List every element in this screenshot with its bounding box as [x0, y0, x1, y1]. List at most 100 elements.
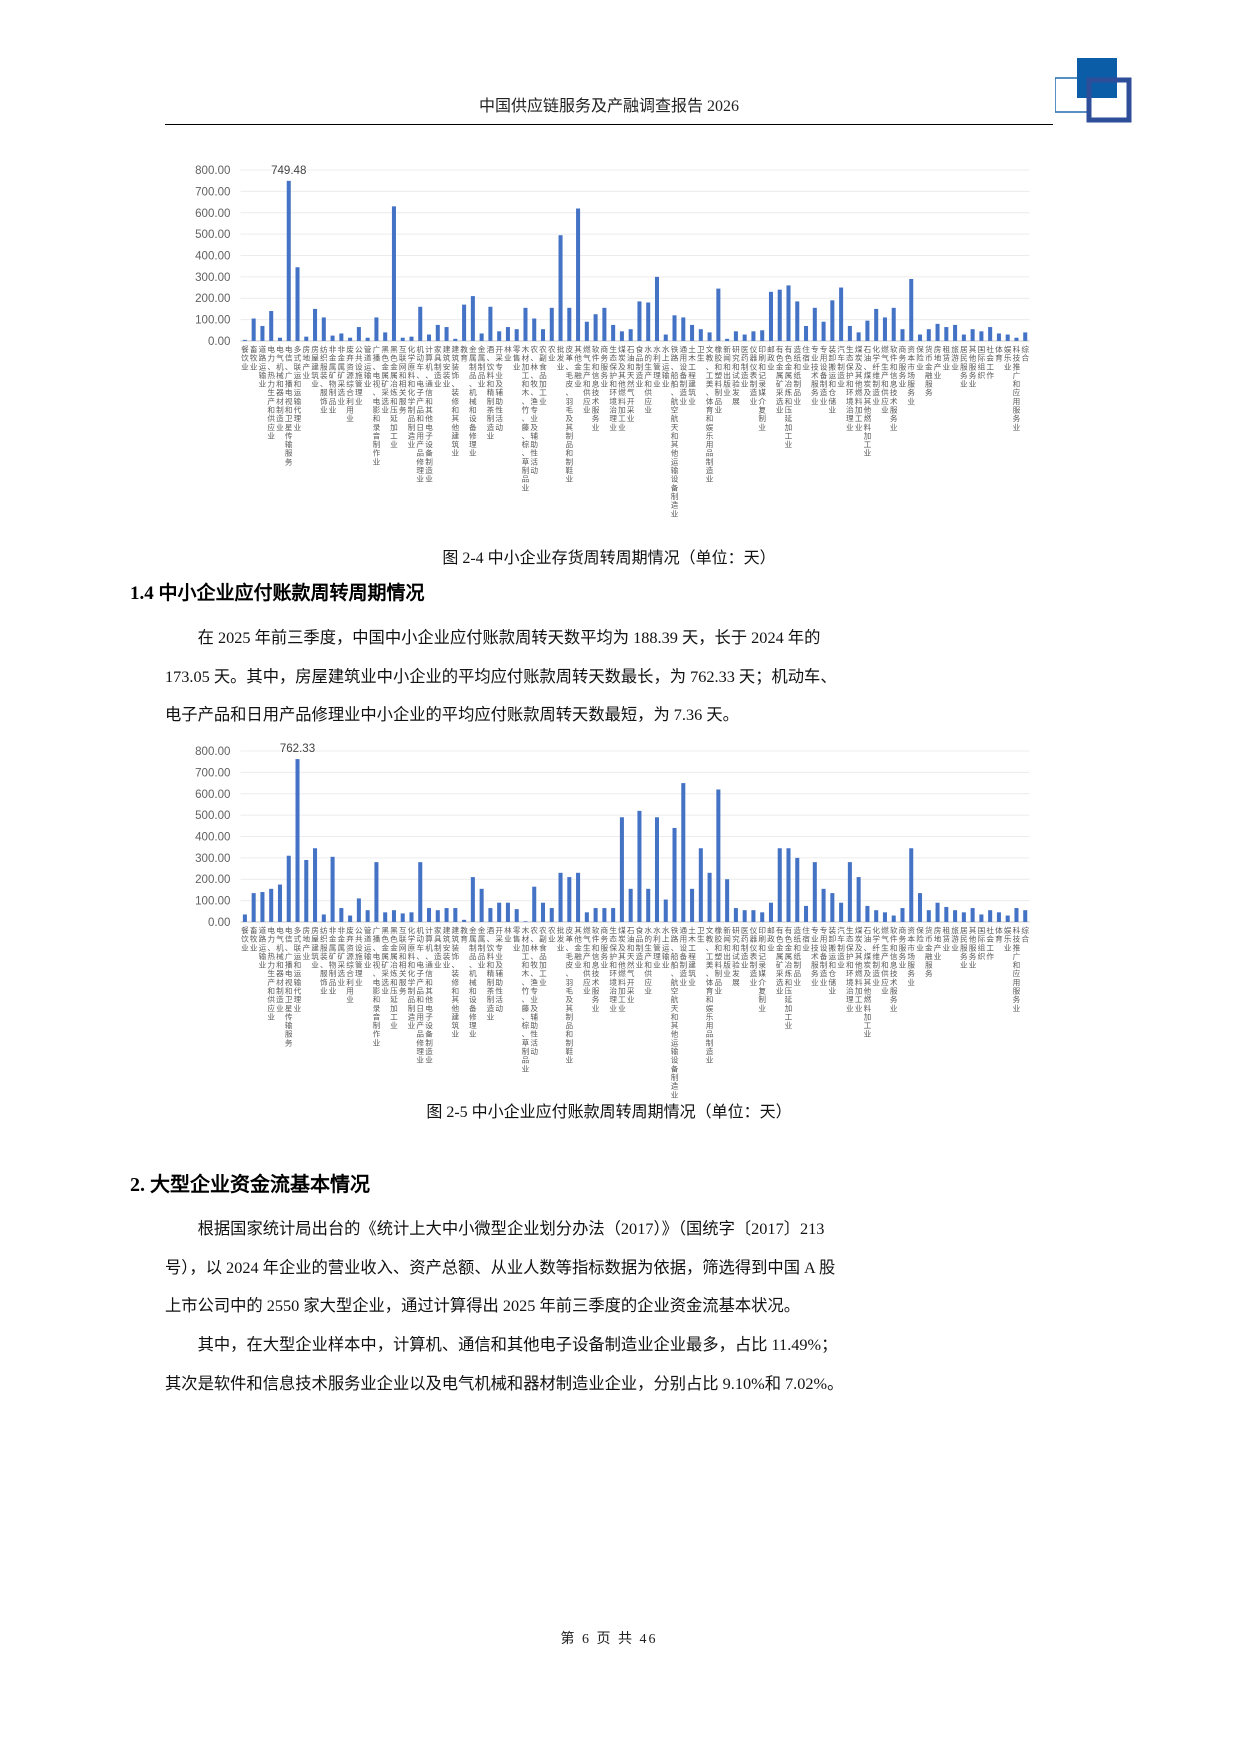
svg-text:工: 工 — [688, 362, 696, 371]
svg-text:务: 务 — [925, 968, 933, 978]
svg-text:棕: 棕 — [522, 1020, 530, 1030]
svg-text:闻: 闻 — [723, 354, 731, 363]
svg-text:修: 修 — [452, 977, 460, 987]
svg-text:业: 业 — [811, 353, 819, 363]
svg-text:牧: 牧 — [250, 353, 258, 363]
svg-text:设: 设 — [469, 413, 477, 423]
svg-text:业: 业 — [811, 977, 819, 987]
svg-text:航: 航 — [671, 977, 679, 987]
svg-text:他: 他 — [618, 379, 626, 389]
svg-text:械: 械 — [276, 951, 284, 961]
svg-text:币: 币 — [925, 935, 933, 944]
svg-text:育: 育 — [460, 934, 468, 944]
svg-text:制: 制 — [758, 413, 766, 423]
svg-text:业: 业 — [302, 951, 310, 961]
svg-text:器: 器 — [750, 354, 758, 363]
svg-text:然: 然 — [627, 960, 635, 970]
svg-text:业: 业 — [574, 960, 582, 970]
svg-text:、: 、 — [864, 362, 872, 371]
svg-text:信: 信 — [890, 951, 898, 961]
svg-text:700.00: 700.00 — [195, 767, 230, 779]
svg-text:车: 车 — [416, 361, 424, 371]
svg-text:业: 业 — [425, 1055, 433, 1065]
svg-text:管: 管 — [355, 379, 363, 389]
svg-text:金: 金 — [785, 361, 793, 371]
svg-text:业: 业 — [469, 448, 477, 458]
svg-text:产: 产 — [416, 439, 424, 449]
svg-text:制: 制 — [793, 379, 801, 389]
svg-text:业: 业 — [276, 1003, 284, 1013]
svg-text:播: 播 — [285, 379, 293, 389]
svg-text:务: 务 — [899, 370, 907, 380]
svg-text:加: 加 — [390, 422, 398, 432]
svg-text:制: 制 — [715, 968, 723, 978]
svg-text:制: 制 — [837, 942, 845, 952]
svg-text:发: 发 — [557, 353, 565, 363]
svg-text:务: 务 — [811, 387, 819, 397]
svg-text:件: 件 — [592, 934, 600, 944]
svg-text:业: 业 — [530, 413, 538, 423]
svg-text:制: 制 — [758, 994, 766, 1004]
svg-text:、: 、 — [864, 943, 872, 952]
svg-text:天: 天 — [671, 1004, 679, 1013]
svg-text:燃: 燃 — [855, 968, 863, 978]
svg-text:地: 地 — [934, 934, 942, 944]
svg-text:筑: 筑 — [688, 968, 696, 978]
svg-text:护: 护 — [609, 370, 617, 380]
svg-text:传: 传 — [285, 1011, 293, 1021]
svg-text:际: 际 — [978, 935, 986, 944]
svg-text:务: 务 — [601, 353, 609, 363]
svg-text:美: 美 — [706, 379, 714, 389]
svg-text:音: 音 — [373, 1011, 381, 1021]
svg-text:算: 算 — [425, 934, 433, 944]
svg-text:汽: 汽 — [837, 925, 845, 935]
svg-text:信: 信 — [285, 934, 293, 944]
svg-text:气: 气 — [881, 934, 889, 944]
svg-text:软: 软 — [890, 344, 898, 354]
svg-text:料: 料 — [408, 951, 416, 961]
svg-text:维: 维 — [872, 951, 880, 961]
svg-text:活: 活 — [530, 456, 538, 466]
svg-text:、: 、 — [565, 362, 573, 371]
svg-text:传: 传 — [285, 430, 293, 440]
svg-text:业: 业 — [653, 960, 661, 970]
svg-text:业: 业 — [811, 934, 819, 944]
svg-text:产: 产 — [583, 370, 591, 380]
svg-text:他: 他 — [574, 353, 582, 363]
svg-text:新: 新 — [723, 344, 731, 354]
svg-text:冶: 冶 — [785, 379, 793, 389]
svg-text:究: 究 — [732, 934, 740, 944]
svg-text:术: 术 — [890, 977, 898, 987]
svg-text:验: 验 — [732, 960, 740, 970]
svg-text:他: 他 — [452, 1003, 460, 1013]
svg-text:加: 加 — [855, 986, 863, 996]
svg-text:、: 、 — [530, 354, 538, 363]
svg-text:房: 房 — [302, 925, 310, 935]
svg-text:商: 商 — [601, 344, 609, 354]
svg-text:育: 育 — [995, 353, 1003, 363]
svg-text:饰: 饰 — [320, 396, 328, 406]
svg-text:300.00: 300.00 — [195, 853, 230, 865]
svg-text:金: 金 — [390, 361, 398, 371]
svg-text:产: 产 — [267, 977, 275, 987]
svg-text:非: 非 — [329, 344, 337, 354]
svg-text:材: 材 — [522, 353, 530, 363]
svg-text:通: 通 — [425, 379, 433, 389]
svg-text:制: 制 — [636, 942, 644, 952]
svg-text:制: 制 — [706, 456, 714, 466]
svg-text:日: 日 — [416, 423, 424, 432]
svg-text:织: 织 — [320, 934, 328, 944]
svg-text:专: 专 — [530, 986, 538, 996]
svg-text:务: 务 — [899, 934, 907, 944]
svg-text:务: 务 — [969, 951, 977, 961]
svg-text:皮: 皮 — [565, 960, 573, 970]
svg-text:广: 广 — [285, 951, 293, 961]
svg-text:境: 境 — [846, 396, 854, 406]
svg-text:技: 技 — [1013, 353, 1021, 363]
svg-text:延: 延 — [785, 994, 793, 1004]
svg-text:上: 上 — [662, 354, 670, 363]
svg-text:力: 力 — [267, 353, 275, 363]
svg-text:副: 副 — [539, 935, 547, 944]
svg-text:供: 供 — [583, 968, 591, 978]
svg-text:资: 资 — [907, 344, 915, 354]
